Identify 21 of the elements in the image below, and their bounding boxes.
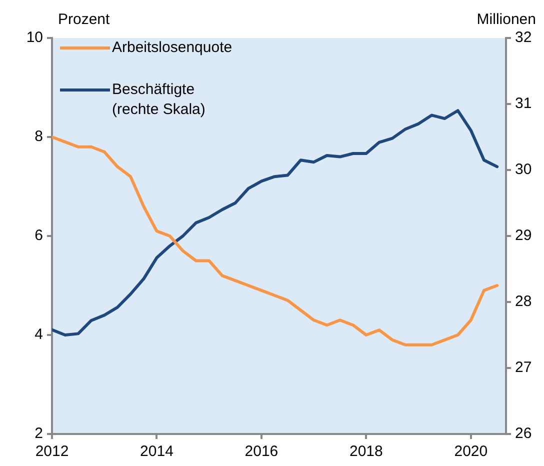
- y2-tick-label: 31: [515, 95, 532, 112]
- x-tick-label: 2018: [350, 443, 383, 460]
- y-tick-label: 6: [34, 227, 43, 244]
- y-axis-title: Prozent: [58, 11, 111, 28]
- y-tick-label: 2: [34, 425, 43, 442]
- x-tick-label: 2016: [244, 443, 278, 460]
- y-tick-label: 10: [26, 29, 43, 46]
- y-tick-label: 4: [34, 326, 43, 344]
- y2-tick-label: 28: [515, 293, 532, 310]
- y2-tick-label: 29: [515, 227, 532, 244]
- x-tick-label: 2014: [140, 443, 174, 460]
- y-tick-label: 8: [34, 128, 43, 146]
- y2-tick-label: 32: [515, 29, 532, 46]
- x-tick-label: 2012: [35, 443, 69, 460]
- x-tick-label: 2020: [454, 443, 488, 460]
- legend-label: Arbeitslosenquote: [112, 39, 232, 56]
- y2-tick-label: 30: [515, 161, 532, 178]
- y2-tick-label: 26: [515, 425, 532, 442]
- y2-axis-title: Millionen: [476, 11, 536, 28]
- y2-tick-label: 27: [515, 359, 532, 376]
- legend-label: Beschäftigte (rechte Skala): [112, 81, 206, 118]
